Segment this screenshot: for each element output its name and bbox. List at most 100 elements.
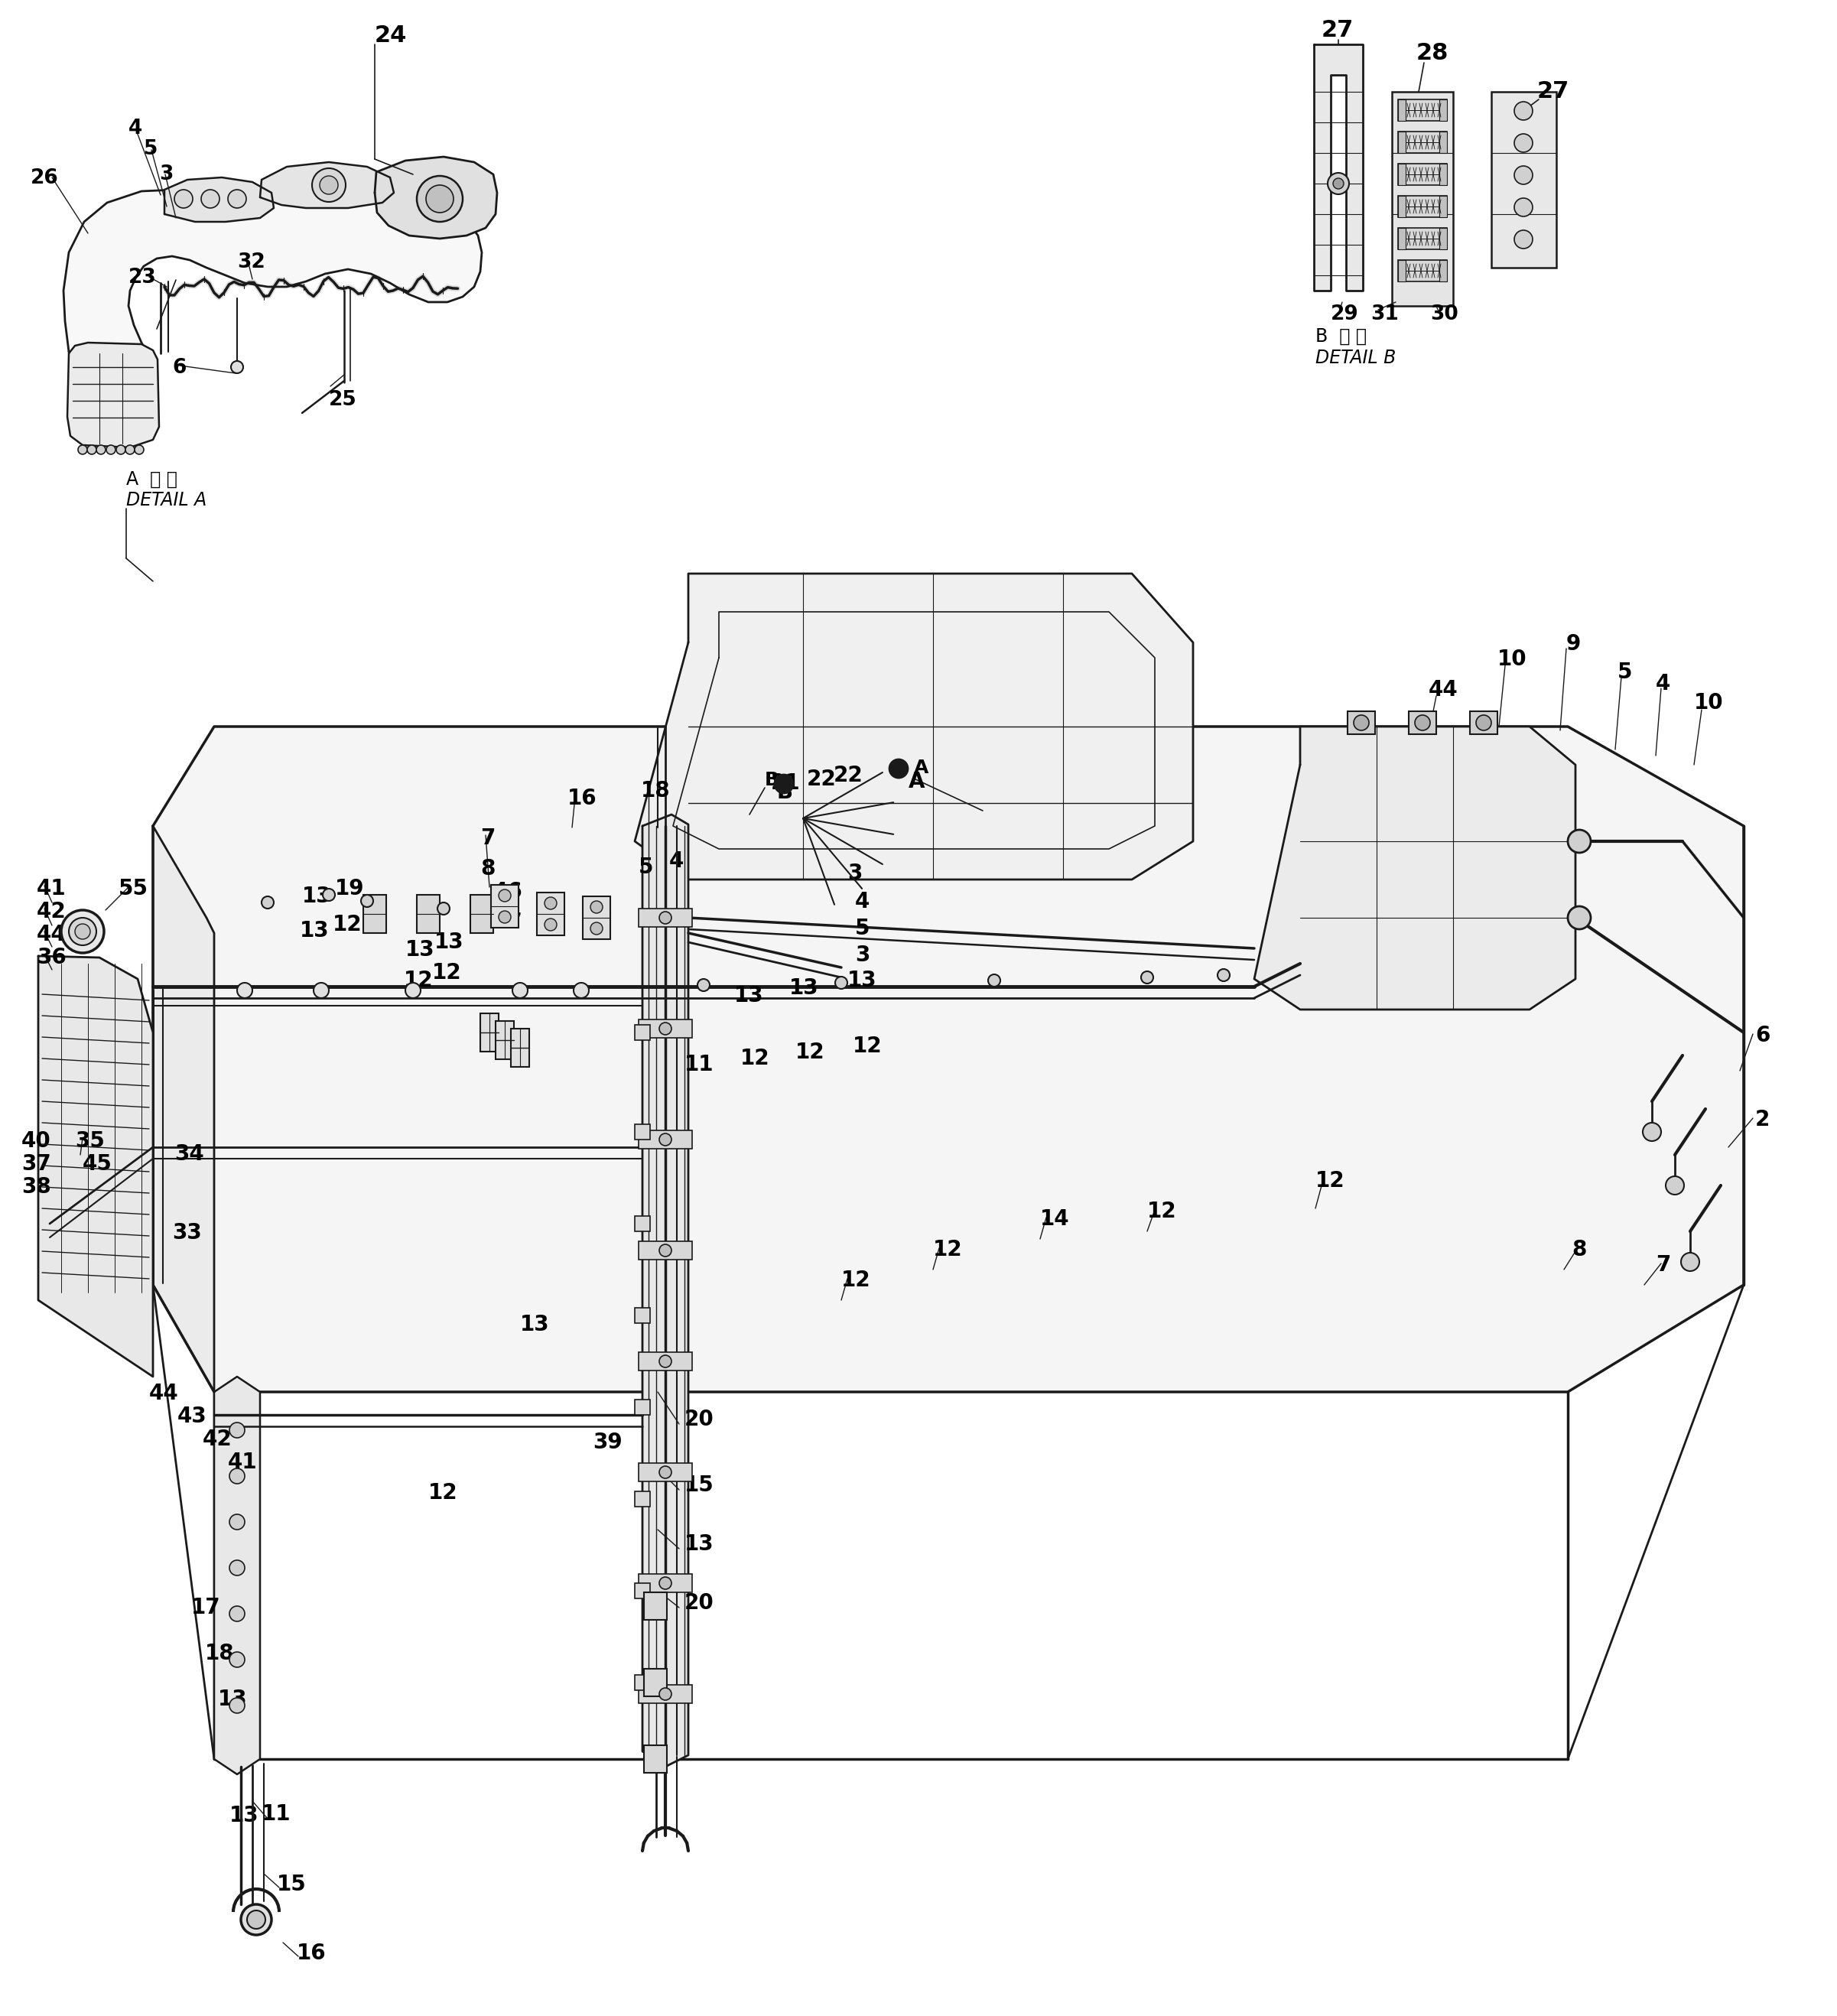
Text: 32: 32 [237, 252, 265, 272]
Polygon shape [64, 167, 481, 379]
Text: 23: 23 [129, 268, 156, 288]
Circle shape [659, 1355, 672, 1367]
Text: 22: 22 [806, 768, 836, 790]
Text: 18: 18 [641, 780, 671, 802]
Circle shape [573, 982, 590, 998]
Text: B  詳 細: B 詳 細 [1315, 327, 1367, 345]
Circle shape [134, 446, 143, 454]
Text: 45: 45 [83, 1153, 112, 1175]
Circle shape [775, 774, 794, 792]
Polygon shape [215, 1377, 261, 1774]
Bar [636, 1399, 650, 1415]
Circle shape [320, 175, 338, 194]
Text: 24: 24 [375, 24, 408, 46]
Circle shape [230, 1423, 244, 1437]
Circle shape [836, 976, 847, 990]
Text: 5: 5 [1618, 661, 1633, 683]
Circle shape [1514, 101, 1532, 121]
Circle shape [107, 446, 116, 454]
Bar [636, 1024, 650, 1040]
Bar [636, 1216, 650, 1232]
Circle shape [659, 1577, 672, 1589]
Circle shape [544, 919, 557, 931]
Circle shape [261, 897, 274, 909]
Text: 26: 26 [31, 167, 59, 187]
Text: 4: 4 [1655, 673, 1670, 694]
Text: 12: 12 [852, 1036, 882, 1056]
Circle shape [1666, 1175, 1685, 1195]
Text: 12: 12 [740, 1048, 770, 1068]
Text: 13: 13 [520, 1314, 549, 1335]
Polygon shape [152, 726, 1743, 1391]
Circle shape [237, 982, 252, 998]
Bar [1398, 131, 1448, 153]
Bar [1398, 260, 1405, 282]
Text: 42: 42 [37, 901, 66, 923]
Text: 38: 38 [22, 1175, 51, 1198]
Text: 27: 27 [1538, 81, 1569, 103]
Circle shape [544, 897, 557, 909]
Bar [636, 1675, 650, 1689]
Text: 28: 28 [1416, 42, 1449, 65]
Text: 13: 13 [299, 919, 329, 941]
Text: 16: 16 [568, 788, 597, 808]
Text: 11: 11 [685, 1054, 715, 1075]
Text: 20: 20 [685, 1409, 715, 1429]
Text: 41: 41 [228, 1452, 257, 1474]
Bar [1398, 260, 1448, 282]
Circle shape [590, 923, 603, 935]
Text: 10: 10 [1497, 649, 1527, 669]
Circle shape [1334, 177, 1343, 190]
Bar [1440, 99, 1448, 121]
Bar [1440, 131, 1448, 153]
Bar [645, 1746, 667, 1772]
Circle shape [228, 190, 246, 208]
Text: 6: 6 [173, 359, 186, 377]
Text: 21: 21 [772, 772, 801, 794]
Text: 8: 8 [479, 859, 496, 879]
Circle shape [323, 889, 334, 901]
Text: 9: 9 [1567, 633, 1582, 655]
Bar [1440, 228, 1448, 250]
Text: 47: 47 [494, 911, 524, 933]
Circle shape [417, 175, 463, 222]
Polygon shape [1255, 726, 1576, 1010]
Text: 13: 13 [301, 885, 332, 907]
Circle shape [498, 889, 511, 901]
Text: 7: 7 [479, 827, 496, 849]
Bar [636, 1583, 650, 1599]
Text: 4: 4 [669, 851, 683, 871]
Circle shape [426, 185, 454, 212]
Bar [417, 895, 439, 933]
Text: B: B [764, 770, 779, 790]
Circle shape [61, 909, 105, 954]
Bar [1392, 93, 1453, 306]
Circle shape [437, 903, 450, 915]
Bar [496, 1020, 514, 1058]
Polygon shape [261, 161, 393, 208]
Text: 13: 13 [230, 1804, 259, 1826]
Text: 20: 20 [685, 1593, 715, 1613]
Polygon shape [68, 343, 160, 448]
Text: 30: 30 [1431, 304, 1459, 325]
Bar [1398, 99, 1448, 121]
Text: 11: 11 [261, 1804, 290, 1824]
Text: 15: 15 [277, 1873, 307, 1895]
Text: 12: 12 [795, 1042, 825, 1062]
Circle shape [1514, 165, 1532, 183]
Text: DETAIL B: DETAIL B [1315, 349, 1396, 367]
Bar [636, 1125, 650, 1139]
Text: 36: 36 [37, 948, 66, 968]
Circle shape [659, 1022, 672, 1034]
Bar [1409, 712, 1437, 734]
Bar [639, 1242, 693, 1260]
Text: DETAIL A: DETAIL A [127, 492, 208, 510]
Text: 17: 17 [191, 1597, 220, 1619]
Text: 13: 13 [406, 939, 435, 960]
Text: 7: 7 [1655, 1254, 1670, 1276]
Text: 27: 27 [1321, 18, 1354, 40]
Text: 25: 25 [329, 389, 356, 409]
Bar [645, 1593, 667, 1619]
Bar [639, 1685, 693, 1704]
Circle shape [889, 760, 907, 778]
